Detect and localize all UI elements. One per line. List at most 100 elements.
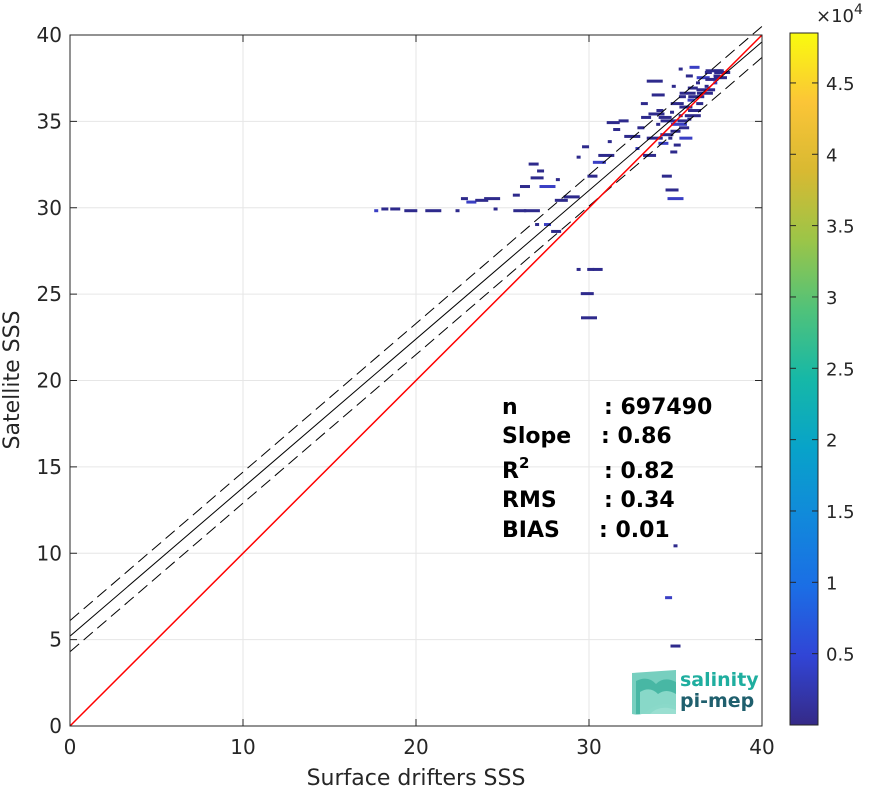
density-point	[713, 74, 721, 78]
fit-upper-bound-line	[69, 25, 763, 622]
density-point	[696, 102, 704, 106]
density-point	[618, 119, 629, 123]
y-tick-label: 40	[37, 23, 62, 47]
density-point	[587, 174, 598, 178]
density-point	[530, 176, 544, 180]
stat-r2-value: : 0.82	[604, 459, 675, 484]
density-point	[713, 81, 718, 85]
stat-rms-value: : 0.34	[604, 488, 675, 513]
density-point	[670, 110, 675, 114]
density-point	[673, 544, 678, 548]
y-tick-label: 5	[49, 628, 62, 652]
density-point	[705, 88, 716, 92]
x-tick-label: 0	[64, 735, 77, 759]
density-point	[705, 69, 722, 73]
density-point	[696, 88, 707, 92]
identity-line	[69, 34, 763, 727]
density-point	[543, 223, 551, 227]
density-point	[606, 121, 620, 125]
colorbar-tick-label: 2	[826, 431, 837, 452]
x-tick-label: 10	[230, 735, 255, 759]
density-point	[704, 84, 709, 88]
density-point	[656, 109, 664, 113]
density-point	[679, 91, 696, 95]
stat-n-value: : 697490	[604, 395, 712, 420]
colorbar-tick-label: 3	[826, 288, 837, 309]
density-point	[493, 207, 498, 211]
density-point	[523, 209, 540, 213]
density-point	[670, 122, 687, 126]
stat-rms-label: RMS	[502, 488, 557, 513]
density-point	[688, 95, 705, 99]
density-point	[643, 153, 657, 157]
logo-line2: pi-mep	[680, 690, 754, 712]
y-tick-label: 25	[37, 282, 62, 306]
density-point	[646, 136, 663, 140]
density-point	[592, 267, 603, 271]
density-point	[670, 150, 678, 154]
x-tick-label: 30	[576, 735, 601, 759]
density-point	[671, 84, 676, 88]
x-axis-label: Surface drifters SSS	[307, 766, 526, 788]
density-point	[678, 95, 686, 99]
density-point	[714, 71, 731, 75]
density-point	[685, 74, 693, 78]
density-point	[528, 162, 539, 166]
logo-line1: salinity	[680, 669, 759, 691]
density-point	[648, 112, 665, 116]
density-point	[705, 77, 719, 81]
density-point	[696, 91, 713, 95]
density-point	[466, 200, 477, 204]
colorbar-tick-label: 3.5	[826, 217, 855, 238]
y-axis-ticks: 0 5 10 15 20 25 30 35 40	[37, 23, 762, 738]
salinity-pimep-logo: salinity pi-mep	[632, 669, 759, 715]
density-point	[646, 79, 663, 83]
density-point	[651, 93, 665, 97]
density-point	[460, 197, 468, 201]
density-point	[425, 209, 442, 213]
density-point	[679, 136, 693, 140]
x-axis-ticks: 0 10 20 30 40	[64, 35, 775, 759]
y-tick-label: 35	[37, 109, 62, 133]
y-tick-label: 0	[49, 714, 62, 738]
fit-lower-bound-line	[69, 57, 763, 653]
density-point	[519, 185, 530, 189]
density-point	[563, 195, 580, 199]
density-point	[677, 119, 688, 123]
density-point	[665, 596, 673, 600]
density-point	[688, 109, 702, 113]
colorbar-tick-label: 2.5	[826, 359, 855, 380]
colorbar-tick-label: 1	[826, 573, 837, 594]
density-point	[641, 115, 652, 119]
density-point	[656, 122, 661, 126]
density-point	[689, 65, 700, 69]
density-point	[607, 140, 612, 144]
density-point	[576, 155, 581, 159]
density-point	[475, 198, 489, 202]
density-point	[381, 207, 389, 211]
density-point	[576, 267, 581, 271]
density-point	[670, 102, 684, 106]
density-point	[535, 223, 540, 227]
density-point	[687, 86, 698, 90]
stat-slope-value: : 0.86	[601, 424, 672, 449]
density-point	[658, 115, 672, 119]
density-point	[551, 229, 562, 233]
density-point	[660, 119, 677, 123]
density-point	[624, 134, 641, 138]
density-point	[374, 209, 379, 213]
stat-n-label: n	[502, 395, 518, 420]
density-point	[580, 292, 594, 296]
stats-box: n : 697490 Slope : 0.86 R2 : 0.82 RMS : …	[502, 395, 712, 543]
y-tick-label: 15	[37, 455, 62, 479]
density-point	[554, 198, 568, 202]
density-point	[684, 114, 701, 118]
density-point	[484, 197, 501, 201]
density-point	[678, 67, 683, 71]
density-point	[696, 76, 710, 80]
density-point	[390, 207, 401, 211]
density-point	[661, 174, 672, 178]
density-point	[537, 169, 545, 173]
colorbar-tick-label: 0.5	[826, 645, 855, 666]
